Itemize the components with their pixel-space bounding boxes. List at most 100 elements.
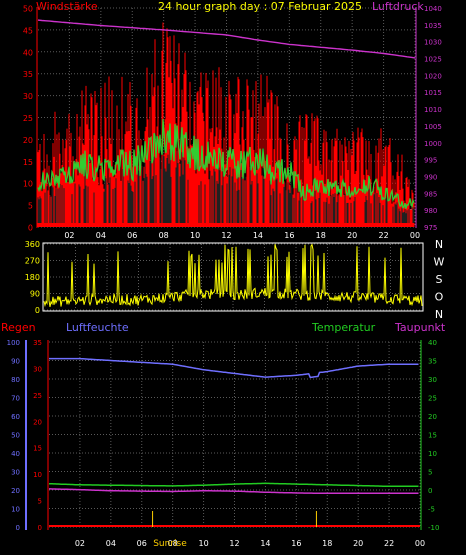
p1-left-tick-10: 10 xyxy=(23,180,33,189)
p1-left-tick-50: 50 xyxy=(23,5,33,14)
p1-right-tick-labels: 975 980 985 990 995 1000 1005 1010 1015 1020 1025 1… xyxy=(424,5,442,232)
p2-direction-line xyxy=(43,243,423,308)
p3-rain-tick-25: 25 xyxy=(33,392,42,400)
p1-left-tick-30: 30 xyxy=(23,92,33,101)
p1-right-tick-1040: 1040 xyxy=(424,5,442,13)
compass-label-2: S xyxy=(436,273,443,286)
p1-wind-dark xyxy=(37,146,415,223)
p1-right-tick-1000: 1000 xyxy=(424,140,442,148)
p2-y-tick-180: 180 xyxy=(25,273,40,282)
p3-temp-tick-labels: -10 -5 0 5 10 15 20 25 30 35 40 xyxy=(428,339,439,532)
p1-x-tick-00: 00 xyxy=(410,231,420,240)
p1-right-tick-1010: 1010 xyxy=(424,106,442,114)
temperature-line xyxy=(48,482,419,488)
p1-x-tick-10: 10 xyxy=(190,231,200,240)
p3-x-tick-00: 00 xyxy=(415,539,425,548)
p1-right-tick-985: 985 xyxy=(424,190,437,198)
p1-right-tick-1020: 1020 xyxy=(424,72,442,80)
p3-humidity-tick-0: 0 xyxy=(16,524,20,532)
p3-temp-tick-15: 15 xyxy=(428,432,437,440)
p3-temp-tick--10: -10 xyxy=(428,524,439,532)
p1-x-tick-06: 06 xyxy=(127,231,137,240)
humidity-line xyxy=(49,357,419,379)
compass-label-1: W xyxy=(434,256,445,269)
p1-x-tick-16: 16 xyxy=(284,231,294,240)
compass-label-3: O xyxy=(435,291,444,304)
p1-right-tick-995: 995 xyxy=(424,157,437,165)
p1-left-tick-35: 35 xyxy=(23,70,33,79)
p2-y-tick-labels: 0 90 180 270 360 xyxy=(25,240,40,315)
pressure-line xyxy=(37,19,416,59)
p3-humidity-tick-100: 100 xyxy=(7,339,20,347)
p3-temp-tick-20: 20 xyxy=(428,413,437,421)
p3-x-tick-10: 10 xyxy=(198,539,208,548)
compass-label-4: N xyxy=(435,308,443,321)
p3-rain-tick-15: 15 xyxy=(33,445,42,453)
p3-x-tick-08: 08 xyxy=(168,539,178,548)
p1-x-tick-labels: 02 04 06 08 10 12 14 16 18 20 22 00 xyxy=(64,231,420,240)
p3-rain-tick-0: 0 xyxy=(38,524,42,532)
p1-left-tick-0: 0 xyxy=(28,224,33,233)
wind-average-line xyxy=(37,119,415,209)
p3-x-tick-22: 22 xyxy=(384,539,394,548)
p1-right-tick-1005: 1005 xyxy=(424,123,442,131)
p3-rain-tick-20: 20 xyxy=(33,418,42,426)
p3-temp-tick-5: 5 xyxy=(428,469,432,477)
p3-temp-tick-30: 30 xyxy=(428,376,437,384)
compass-label-0: N xyxy=(435,238,443,251)
p3-humidity-tick-20: 20 xyxy=(11,487,20,495)
p1-x-tick-22: 22 xyxy=(378,231,388,240)
p1-left-tick-20: 20 xyxy=(23,136,33,145)
p1-x-tick-20: 20 xyxy=(347,231,357,240)
p1-left-tick-5: 5 xyxy=(28,202,33,211)
p1-right-tick-1030: 1030 xyxy=(424,39,442,47)
p3-rain-tick-35: 35 xyxy=(33,339,42,347)
p3-x-tick-12: 12 xyxy=(229,539,239,548)
humidity-axis-label: Luftfeuchte xyxy=(66,321,129,334)
p3-rain-tick-5: 5 xyxy=(38,498,42,506)
p1-right-tick-1035: 1035 xyxy=(424,22,442,30)
chart-title: 24 hour graph day : 07 Februar 2025 xyxy=(158,0,362,13)
p1-lines xyxy=(37,19,416,209)
p1-x-tick-18: 18 xyxy=(316,231,326,240)
p1-x-tick-04: 04 xyxy=(96,231,106,240)
p3-x-tick-20: 20 xyxy=(353,539,363,548)
p3-humidity-tick-70: 70 xyxy=(11,395,20,403)
p3-temp-tick-40: 40 xyxy=(428,339,437,347)
p3-humidity-tick-80: 80 xyxy=(11,376,20,384)
p3-humidity-tick-50: 50 xyxy=(11,432,20,440)
p3-temp-tick-0: 0 xyxy=(428,487,432,495)
rain-axis-label: Regen xyxy=(1,321,36,334)
p3-rain-tick-30: 30 xyxy=(33,365,42,373)
p1-left-tick-labels: 0 5 10 15 20 25 30 35 40 45 50 xyxy=(23,5,33,233)
p1-left-tick-25: 25 xyxy=(23,114,33,123)
left-label-windstaerke: Windstärke xyxy=(36,0,98,13)
p3-lines xyxy=(48,357,420,527)
p2-y-tick-90: 90 xyxy=(30,290,40,299)
p1-x-tick-12: 12 xyxy=(221,231,231,240)
p3-temp-tick-10: 10 xyxy=(428,450,437,458)
p3-temp-tick-35: 35 xyxy=(428,358,437,366)
p3-humidity-tick-60: 60 xyxy=(11,413,20,421)
p1-right-tick-975: 975 xyxy=(424,224,437,232)
p2-y-tick-0: 0 xyxy=(35,306,40,315)
p3-x-tick-02: 02 xyxy=(75,539,85,548)
p3-temp-tick--5: -5 xyxy=(428,506,435,514)
p1-right-tick-1015: 1015 xyxy=(424,89,442,97)
p3-rain-tick-10: 10 xyxy=(33,471,42,479)
p1-x-tick-08: 08 xyxy=(159,231,169,240)
p3-humidity-tick-40: 40 xyxy=(11,450,20,458)
p3-x-tick-04: 04 xyxy=(106,539,116,548)
p3-humidity-tick-90: 90 xyxy=(11,358,20,366)
p3-humidity-tick-10: 10 xyxy=(11,506,20,514)
p3-temp-tick-25: 25 xyxy=(428,395,437,403)
p1-left-tick-40: 40 xyxy=(23,48,33,57)
p3-x-tick-18: 18 xyxy=(322,539,332,548)
p1-right-tick-980: 980 xyxy=(424,207,437,215)
dewpoint-label: Taupunkt xyxy=(394,321,446,334)
p3-x-tick-16: 16 xyxy=(291,539,301,548)
